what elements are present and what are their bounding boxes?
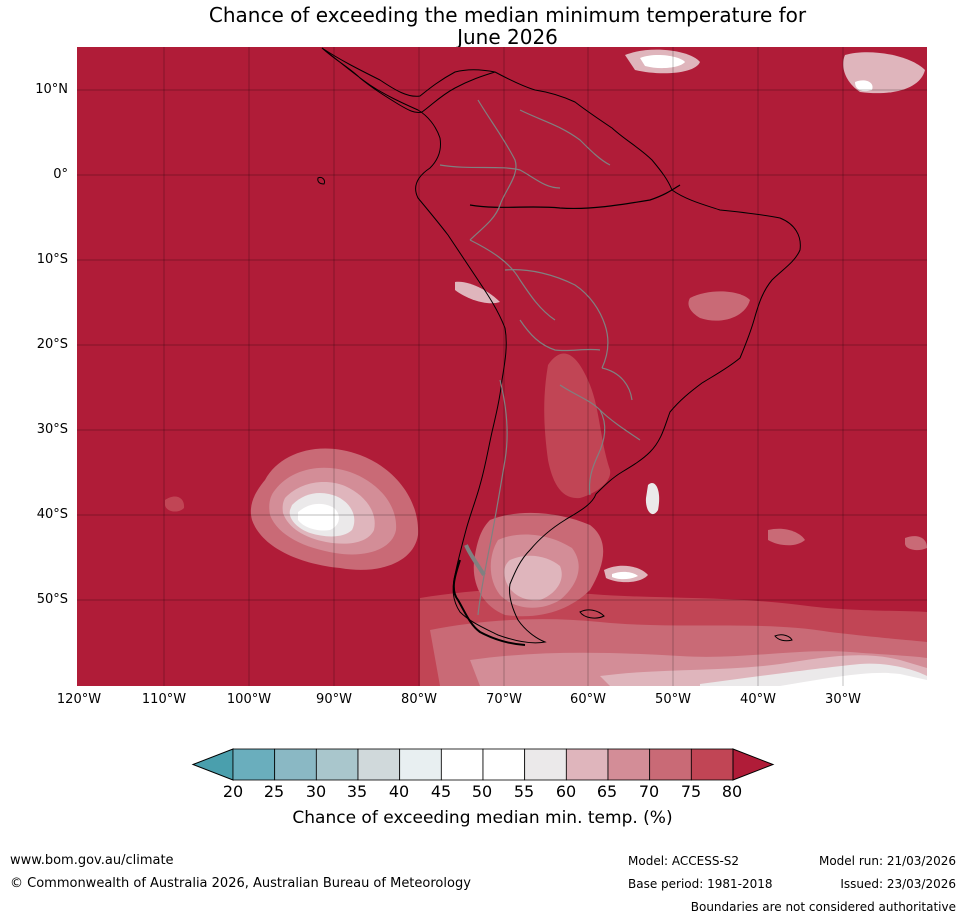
- colorbar-swatch: [357, 748, 401, 781]
- lon-label-70w: 70°W: [486, 692, 522, 707]
- colorbar-swatch: [274, 748, 317, 781]
- map-title: Chance of exceeding the median minimum t…: [0, 4, 965, 48]
- colorbar-tick-60: 60: [555, 782, 577, 801]
- graticule: [77, 47, 927, 686]
- colorbar-swatch: [482, 748, 526, 781]
- colorbar-swatch: [232, 748, 276, 781]
- andes-ice: [464, 544, 486, 577]
- colorbar-low-extension: [191, 748, 234, 781]
- map-title-line1: Chance of exceeding the median minimum t…: [208, 3, 807, 27]
- colorbar-swatch: [315, 748, 359, 781]
- country-borders: [439, 99, 641, 616]
- colorbar-swatch: [690, 748, 734, 781]
- footer-model-run: Model run: 21/03/2026: [818, 854, 956, 868]
- lat-label-10s: 10°S: [36, 252, 68, 267]
- footer-disclaimer: Boundaries are not considered authoritat…: [690, 900, 956, 914]
- chile-fjords: [452, 559, 526, 646]
- amazon-river: [469, 184, 681, 210]
- lon-label-110w: 110°W: [141, 692, 187, 707]
- colorbar-swatch: [399, 748, 442, 781]
- forecast-map: [77, 47, 927, 686]
- lat-label-30s: 30°S: [36, 422, 68, 437]
- colorbar-tick-80: 80: [721, 782, 743, 801]
- minor-anomalies: [165, 49, 927, 583]
- footer-base-period: Base period: 1981-2018: [628, 877, 773, 891]
- map-title-line2: June 2026: [457, 25, 558, 49]
- colorbar-tick-75: 75: [680, 782, 702, 801]
- colorbar-tick-35: 35: [346, 782, 368, 801]
- lon-label-100w: 100°W: [226, 692, 272, 707]
- colorbar-swatches: [191, 748, 775, 781]
- colorbar-tick-40: 40: [388, 782, 410, 801]
- falkland-islands: [579, 609, 605, 619]
- east-pacific-anomaly: [250, 448, 419, 570]
- footer-model: Model: ACCESS-S2: [628, 854, 740, 868]
- galapagos-islands: [317, 177, 325, 185]
- footer-issued: Issued: 23/03/2026: [840, 877, 956, 891]
- lon-label-30w: 30°W: [825, 692, 861, 707]
- colorbar-tick-70: 70: [638, 782, 660, 801]
- south-america-coastline: [321, 47, 801, 644]
- colorbar-tick-30: 30: [305, 782, 327, 801]
- argentina-anomaly: [473, 353, 611, 617]
- central-america-coastline: [321, 47, 496, 97]
- colorbar-tick-65: 65: [596, 782, 618, 801]
- colorbar-swatch: [524, 748, 567, 781]
- colorbar-tick-45: 45: [430, 782, 452, 801]
- lat-label-0: 0°: [53, 167, 68, 182]
- lat-label-10n: 10°N: [35, 82, 68, 97]
- colorbar-swatch: [440, 748, 484, 781]
- lat-label-50s: 50°S: [36, 592, 68, 607]
- colorbar-swatch: [565, 748, 609, 781]
- lon-label-40w: 40°W: [740, 692, 776, 707]
- colorbar-swatch: [649, 748, 692, 781]
- southern-ocean-anomaly: [420, 589, 927, 686]
- lon-label-60w: 60°W: [570, 692, 606, 707]
- colorbar-label: Chance of exceeding median min. temp. (%…: [292, 808, 673, 828]
- lon-label-90w: 90°W: [316, 692, 352, 707]
- lon-label-50w: 50°W: [655, 692, 691, 707]
- lon-label-80w: 80°W: [401, 692, 437, 707]
- lon-label-120w: 120°W: [56, 692, 102, 707]
- colorbar-swatch: [607, 748, 651, 781]
- colorbar-tick-50: 50: [471, 782, 493, 801]
- footer-copyright: © Commonwealth of Australia 2026, Austra…: [10, 876, 471, 891]
- lat-label-40s: 40°S: [36, 507, 68, 522]
- colorbar-tick-55: 55: [513, 782, 535, 801]
- colorbar-tick-25: 25: [263, 782, 285, 801]
- lat-label-20s: 20°S: [36, 337, 68, 352]
- south-georgia: [774, 634, 793, 642]
- colorbar-high-extension: [732, 748, 775, 781]
- colorbar-tick-20: 20: [222, 782, 244, 801]
- footer-url[interactable]: www.bom.gov.au/climate: [10, 853, 174, 868]
